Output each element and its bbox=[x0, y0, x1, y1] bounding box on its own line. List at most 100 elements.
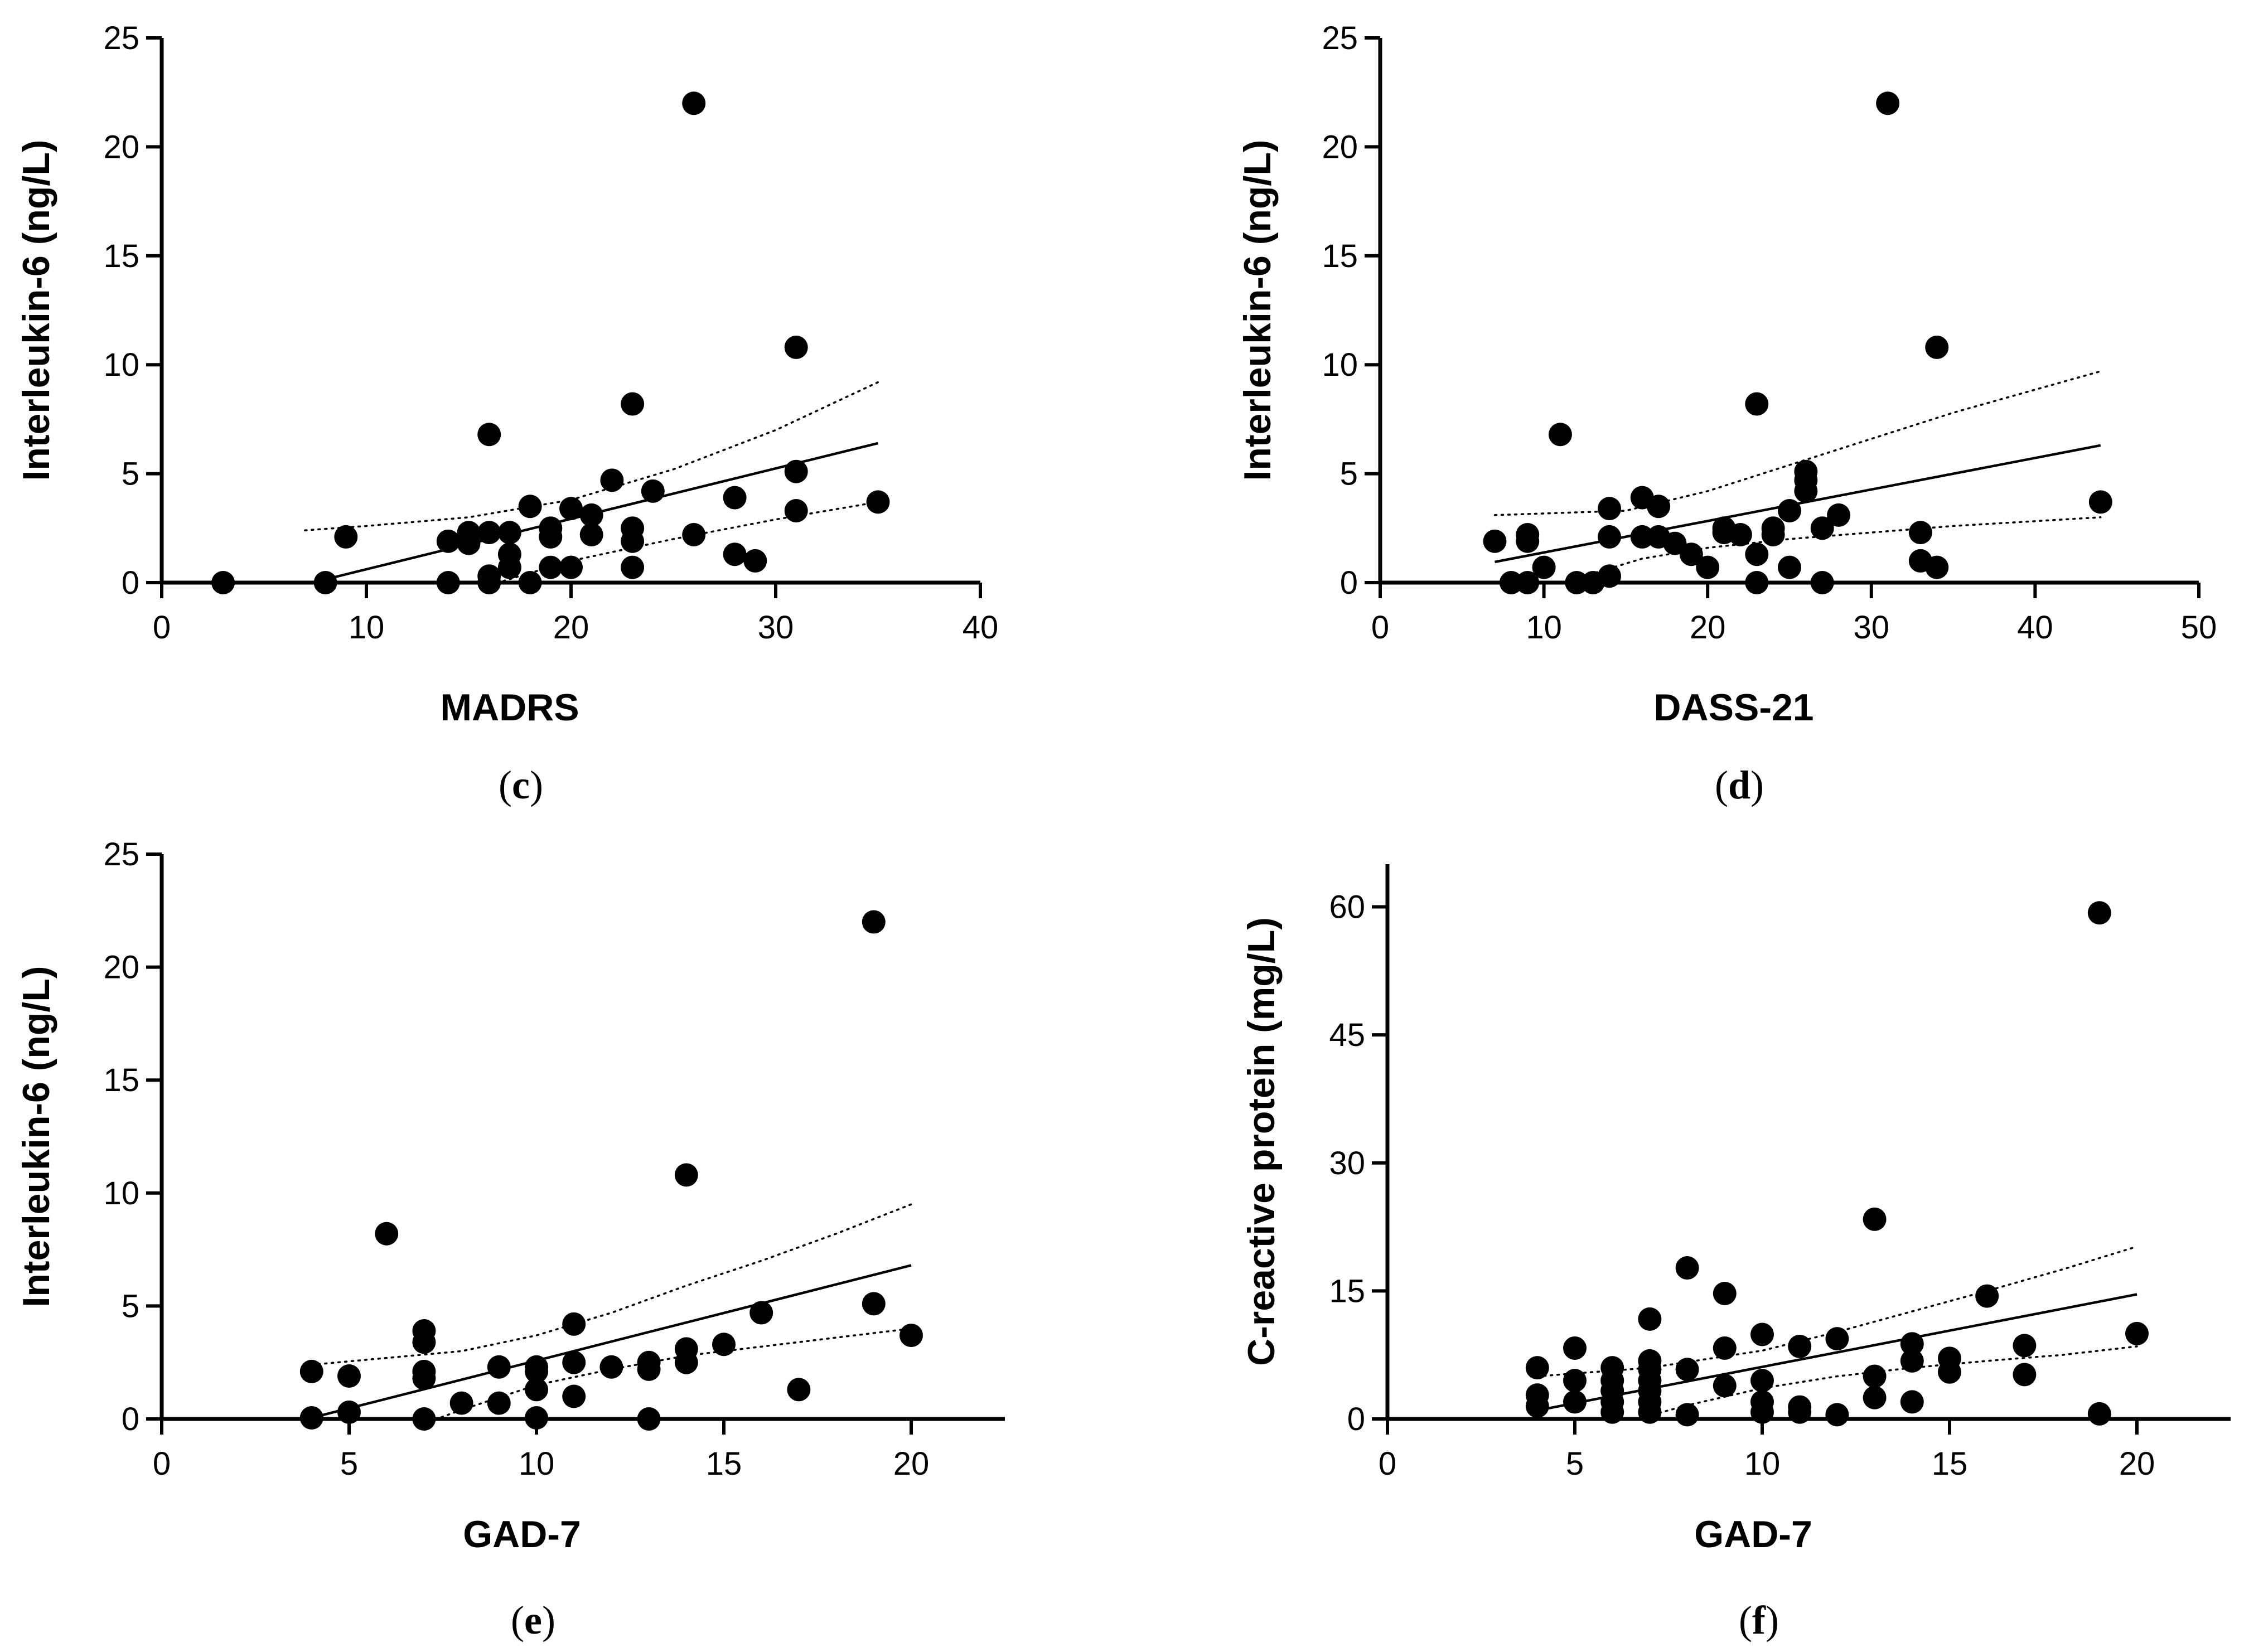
data-point bbox=[1745, 542, 1769, 566]
y-tick-label: 20 bbox=[1322, 129, 1358, 165]
data-point bbox=[1750, 1400, 1774, 1424]
data-point bbox=[211, 571, 235, 594]
y-tick-label: 0 bbox=[1347, 1401, 1365, 1437]
data-point bbox=[1863, 1364, 1887, 1388]
panel-letter: f bbox=[1752, 1598, 1766, 1643]
data-point bbox=[1745, 392, 1769, 416]
data-point bbox=[334, 525, 358, 549]
data-point bbox=[525, 1378, 548, 1402]
data-point bbox=[1794, 479, 1818, 503]
y-axis-title: Interleukin-6 (ng/L) bbox=[1236, 140, 1279, 481]
data-point bbox=[674, 1163, 698, 1187]
y-tick-label: 5 bbox=[1340, 456, 1358, 492]
data-point bbox=[1483, 529, 1507, 553]
y-tick-label: 45 bbox=[1329, 1017, 1365, 1053]
data-point bbox=[1938, 1360, 1961, 1384]
panel-label: (e) bbox=[511, 1598, 555, 1643]
data-point bbox=[2087, 901, 2111, 925]
data-point bbox=[1788, 1400, 1812, 1424]
x-tick-label: 20 bbox=[2119, 1446, 2155, 1482]
data-point bbox=[313, 571, 337, 594]
x-tick-label: 20 bbox=[1690, 609, 1726, 646]
data-point bbox=[637, 1357, 661, 1381]
x-tick-label: 10 bbox=[1526, 609, 1562, 646]
data-point bbox=[2088, 490, 2112, 514]
data-point bbox=[1679, 542, 1703, 566]
data-point bbox=[497, 521, 521, 545]
data-point bbox=[1810, 516, 1834, 540]
x-tick-label: 0 bbox=[153, 1446, 171, 1482]
ci-lower-band bbox=[1562, 516, 2102, 583]
y-tick-label: 20 bbox=[103, 129, 139, 165]
y-axis-title: C-reactive protein (mg/L) bbox=[1240, 917, 1283, 1366]
y-axis-title: Interleukin-6 (ng/L) bbox=[15, 140, 57, 481]
data-point bbox=[1827, 503, 1851, 527]
data-point bbox=[899, 1324, 923, 1348]
panel-label: (f) bbox=[1739, 1598, 1779, 1643]
data-point bbox=[784, 459, 808, 483]
data-point bbox=[559, 555, 583, 579]
y-tick-label: 0 bbox=[122, 1401, 139, 1437]
data-point bbox=[1728, 523, 1752, 547]
data-point bbox=[518, 495, 542, 519]
data-point bbox=[784, 499, 808, 523]
data-point bbox=[2125, 1321, 2149, 1345]
x-axis-title: DASS-21 bbox=[1653, 686, 1813, 729]
x-axis-title: MADRS bbox=[440, 686, 579, 729]
data-point bbox=[1525, 1356, 1549, 1380]
data-point bbox=[712, 1333, 736, 1357]
data-point bbox=[723, 542, 747, 566]
data-point bbox=[682, 523, 706, 547]
data-point bbox=[299, 1406, 323, 1430]
y-tick-label: 60 bbox=[1329, 889, 1365, 926]
x-tick-label: 10 bbox=[1744, 1446, 1781, 1482]
data-point bbox=[1525, 1394, 1549, 1418]
data-point bbox=[1750, 1369, 1774, 1393]
data-point bbox=[1876, 91, 1900, 115]
data-point bbox=[1638, 1307, 1662, 1331]
data-point bbox=[1713, 1374, 1737, 1398]
data-point bbox=[1563, 1369, 1587, 1393]
data-point bbox=[1863, 1385, 1887, 1409]
data-point bbox=[539, 525, 563, 549]
data-point bbox=[1548, 423, 1572, 447]
data-point bbox=[2087, 1402, 2111, 1426]
data-point bbox=[487, 1355, 511, 1379]
y-tick-label: 10 bbox=[103, 347, 139, 383]
data-point bbox=[1925, 555, 1949, 579]
y-tick-label: 15 bbox=[103, 238, 139, 274]
data-point bbox=[787, 1378, 811, 1402]
data-point bbox=[562, 1350, 586, 1374]
data-point bbox=[621, 392, 645, 416]
data-point bbox=[299, 1359, 323, 1383]
panel-label: (c) bbox=[499, 763, 543, 807]
x-tick-label: 30 bbox=[758, 609, 794, 646]
y-tick-label: 5 bbox=[122, 1288, 139, 1324]
x-tick-label: 50 bbox=[2181, 609, 2217, 646]
data-point bbox=[1925, 335, 1949, 359]
x-tick-label: 15 bbox=[706, 1446, 742, 1482]
x-tick-label: 10 bbox=[519, 1446, 555, 1482]
data-point bbox=[1825, 1403, 1849, 1427]
y-tick-label: 10 bbox=[103, 1175, 139, 1212]
y-tick-label: 5 bbox=[122, 456, 139, 492]
data-point bbox=[723, 486, 747, 510]
data-point bbox=[1516, 529, 1540, 553]
y-axis-title: Interleukin-6 (ng/L) bbox=[15, 966, 57, 1307]
data-point bbox=[1532, 555, 1556, 579]
data-point bbox=[1825, 1327, 1849, 1351]
data-point bbox=[562, 1384, 586, 1408]
ci-upper-band bbox=[311, 1203, 912, 1366]
data-point bbox=[862, 1292, 886, 1316]
data-point bbox=[525, 1406, 548, 1430]
panel-c: 0 10 20 30 40 0 5 10 15 20 25 MADRS Interleukin-6 (n… bbox=[15, 20, 998, 807]
panel-e: 0 5 10 15 20 0 5 10 15 20 25 GAD-7 Interleukin-6 (ng… bbox=[15, 836, 1005, 1643]
y-tick-label: 15 bbox=[1329, 1273, 1365, 1309]
data-point bbox=[497, 555, 521, 579]
data-point bbox=[1900, 1332, 1924, 1356]
data-point bbox=[539, 555, 563, 579]
y-tick-label: 25 bbox=[103, 20, 139, 56]
data-point bbox=[1713, 1336, 1737, 1360]
data-point bbox=[412, 1367, 436, 1391]
